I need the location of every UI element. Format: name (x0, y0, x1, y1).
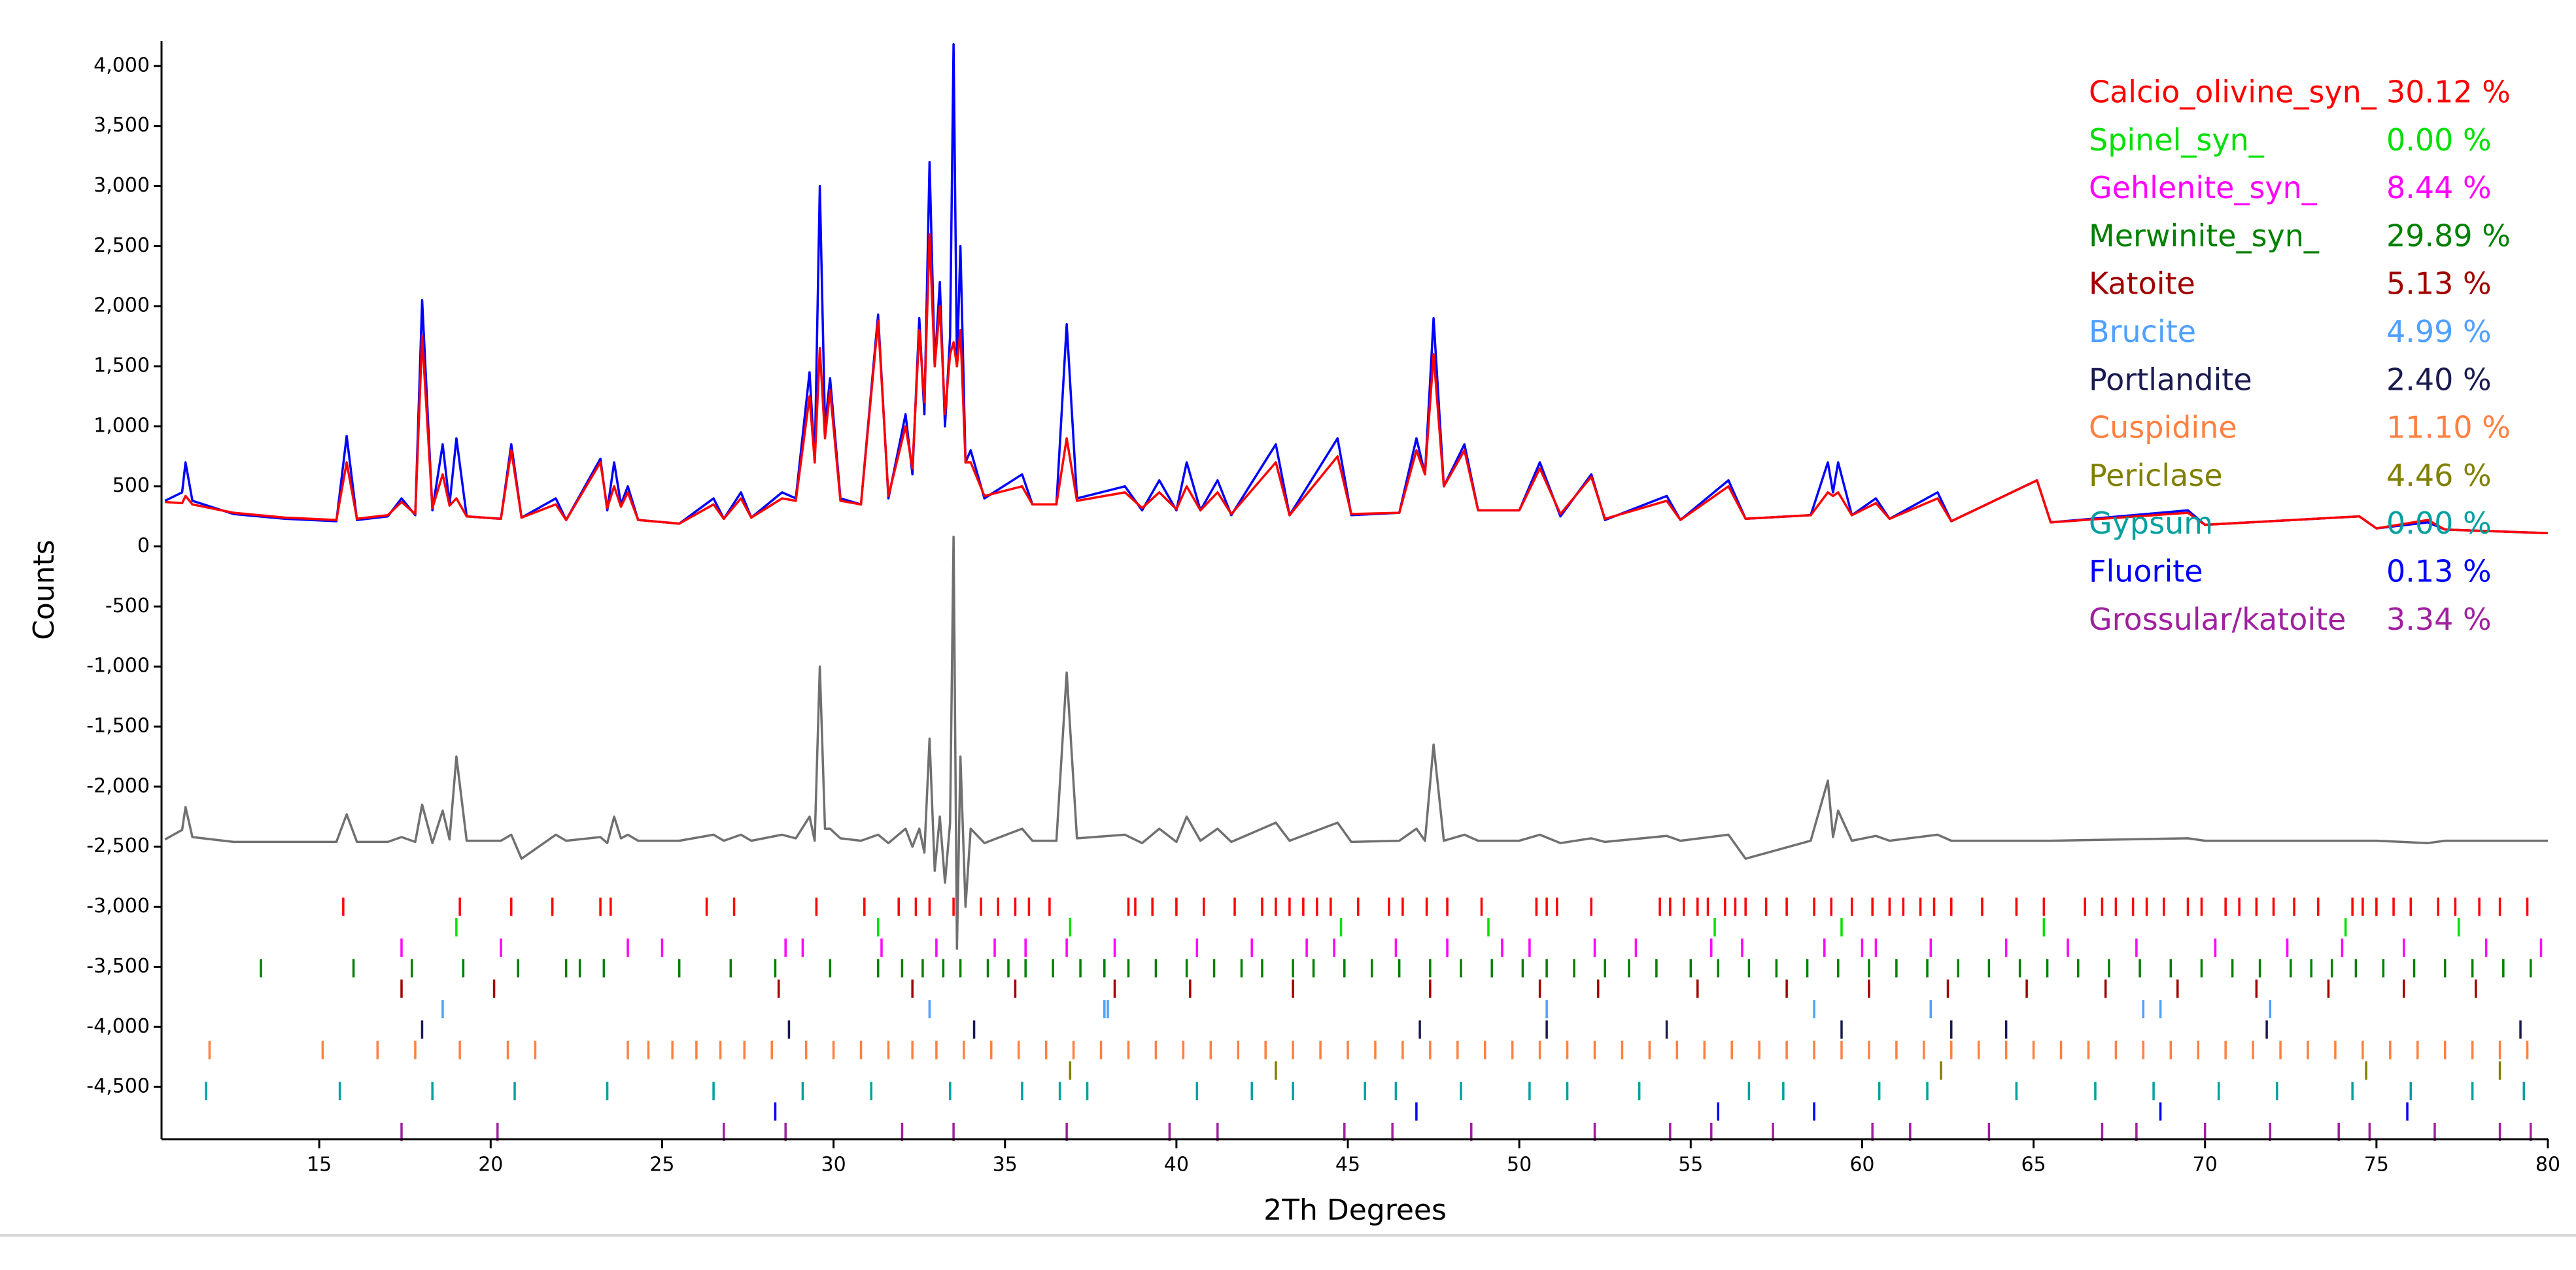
y-tick-label: -3,000 (86, 895, 150, 918)
x-tick-label: 15 (307, 1154, 332, 1176)
y-tick-label: 3,500 (94, 114, 150, 137)
x-tick-label: 20 (478, 1154, 503, 1176)
y-tick-label: 3,000 (94, 174, 150, 197)
legend-name: Gehlenite_syn_ (2089, 170, 2318, 205)
y-tick-label: -1,000 (86, 655, 150, 678)
x-tick-label: 80 (2535, 1154, 2560, 1176)
legend-percent: 3.34 % (2386, 602, 2492, 637)
series-line (165, 233, 2549, 535)
x-tick-label: 50 (1507, 1154, 1532, 1176)
y-tick-label: 1,000 (94, 414, 150, 437)
legend-percent: 8.44 % (2386, 170, 2492, 205)
legend-percent: 5.13 % (2386, 266, 2492, 301)
legend-name: Grossular/katoite (2089, 602, 2346, 637)
legend-percent: 2.40 % (2386, 362, 2492, 397)
y-tick-label: -3,500 (86, 955, 150, 978)
legend-percent: 0.00 % (2386, 122, 2492, 158)
legend-percent: 4.46 % (2386, 458, 2492, 493)
y-tick-label: 2,500 (94, 234, 150, 257)
y-tick-label: 2,000 (94, 294, 150, 317)
y-tick-label: 4,000 (94, 54, 150, 77)
x-tick-label: 55 (1678, 1154, 1703, 1176)
y-tick-label: 0 (137, 534, 150, 557)
y-tick-label: -4,500 (86, 1075, 150, 1098)
x-tick-label: 75 (2364, 1154, 2389, 1176)
y-axis-title: Counts (27, 540, 61, 640)
y-tick-label: 500 (112, 474, 150, 497)
y-tick-label: -1,500 (86, 715, 150, 738)
x-axis-title: 2Th Degrees (1263, 1193, 1447, 1227)
legend-percent: 0.00 % (2386, 506, 2492, 541)
x-tick-label: 45 (1335, 1154, 1360, 1176)
legend-percent: 0.13 % (2386, 554, 2492, 589)
legend-name: Periclase (2089, 458, 2223, 493)
legend-name: Calcio_olivine_syn_ (2089, 75, 2377, 110)
legend-name: Katoite (2089, 266, 2195, 301)
y-tick-label: -4,000 (86, 1015, 150, 1038)
legend-percent: 30.12 % (2386, 75, 2511, 110)
x-tick-label: 65 (2021, 1154, 2046, 1176)
legend-name: Cuspidine (2089, 410, 2237, 445)
y-tick-label: -2,500 (86, 834, 150, 857)
x-tick-label: 25 (649, 1154, 674, 1176)
legend-name: Spinel_syn_ (2089, 122, 2265, 158)
x-tick-label: 60 (1849, 1154, 1874, 1176)
legend-percent: 4.99 % (2386, 314, 2492, 349)
x-tick-label: 40 (1164, 1154, 1189, 1176)
legend-percent: 11.10 % (2386, 410, 2511, 445)
x-tick-label: 35 (993, 1154, 1018, 1176)
legend-name: Merwinite_syn_ (2089, 218, 2320, 253)
legend-name: Gypsum (2089, 506, 2213, 541)
x-tick-label: 70 (2193, 1154, 2218, 1176)
series-line (164, 536, 2548, 950)
x-tick-label: 30 (821, 1154, 846, 1176)
y-tick-label: -500 (105, 594, 150, 617)
legend-name: Portlandite (2089, 362, 2252, 397)
legend-percent: 29.89 % (2386, 218, 2511, 253)
y-tick-label: 1,500 (94, 354, 150, 377)
legend-name: Brucite (2089, 314, 2196, 349)
legend-name: Fluorite (2089, 554, 2203, 589)
y-tick-label: -2,000 (86, 774, 150, 797)
